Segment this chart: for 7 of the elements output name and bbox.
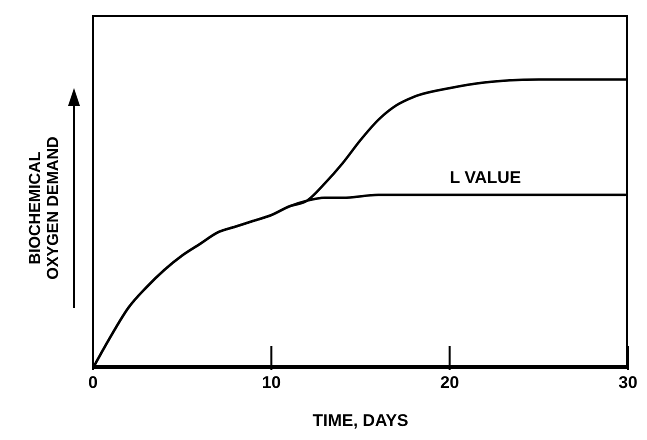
x-axis-title: TIME, DAYS — [312, 411, 408, 430]
annotation: L VALUE — [450, 168, 521, 187]
x-tick-label: 30 — [618, 373, 638, 392]
x-tick-label: 0 — [88, 373, 98, 392]
x-tick-label: 10 — [262, 373, 281, 392]
y-axis-title: BIOCHEMICAL OXYGEN DEMAND — [27, 136, 62, 280]
x-tick-label: 20 — [440, 373, 460, 392]
